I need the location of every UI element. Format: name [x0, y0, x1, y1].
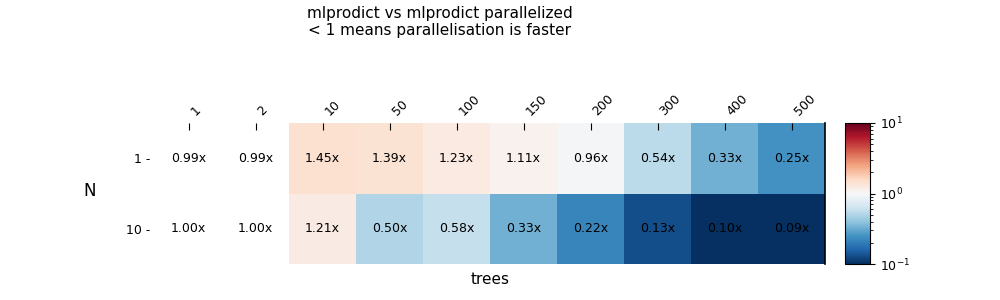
Text: 0.13x: 0.13x	[640, 222, 675, 235]
Text: 0.96x: 0.96x	[573, 152, 608, 165]
Bar	[222, 123, 289, 194]
Text: 0.10x: 0.10x	[707, 222, 742, 235]
Bar	[557, 194, 624, 264]
Bar	[758, 123, 825, 194]
Text: 1.00x: 1.00x	[238, 222, 273, 235]
Bar	[557, 123, 624, 194]
Bar	[155, 194, 222, 264]
Text: 0.25x: 0.25x	[774, 152, 809, 165]
Text: 0.54x: 0.54x	[640, 152, 675, 165]
Text: 0.58x: 0.58x	[439, 222, 474, 235]
Bar	[356, 194, 423, 264]
Text: 1.21x: 1.21x	[305, 222, 340, 235]
Bar	[155, 123, 222, 194]
Text: mlprodict vs mlprodict parallelized
< 1 means parallelisation is faster: mlprodict vs mlprodict parallelized < 1 …	[307, 6, 573, 38]
Bar	[624, 123, 691, 194]
Bar	[289, 123, 356, 194]
Text: 0.22x: 0.22x	[573, 222, 608, 235]
Text: 1.39x: 1.39x	[372, 152, 407, 165]
Bar	[490, 123, 557, 194]
Bar	[758, 194, 825, 264]
Text: 1.45x: 1.45x	[305, 152, 340, 165]
Bar	[624, 194, 691, 264]
Bar	[691, 194, 758, 264]
Bar	[356, 123, 423, 194]
Bar	[423, 123, 490, 194]
Text: 0.33x: 0.33x	[707, 152, 742, 165]
Text: 0.99x: 0.99x	[238, 152, 273, 165]
Bar	[222, 194, 289, 264]
Text: 0.99x: 0.99x	[171, 152, 206, 165]
Text: 0.50x: 0.50x	[372, 222, 407, 235]
Bar	[691, 123, 758, 194]
Text: 1.11x: 1.11x	[506, 152, 541, 165]
Text: 0.09x: 0.09x	[774, 222, 809, 235]
Text: 1.00x: 1.00x	[171, 222, 206, 235]
Bar	[289, 194, 356, 264]
Text: 0.33x: 0.33x	[506, 222, 541, 235]
Bar	[490, 194, 557, 264]
Bar	[423, 194, 490, 264]
Text: N: N	[84, 182, 96, 200]
X-axis label: trees: trees	[471, 272, 510, 287]
Text: 1.23x: 1.23x	[439, 152, 474, 165]
